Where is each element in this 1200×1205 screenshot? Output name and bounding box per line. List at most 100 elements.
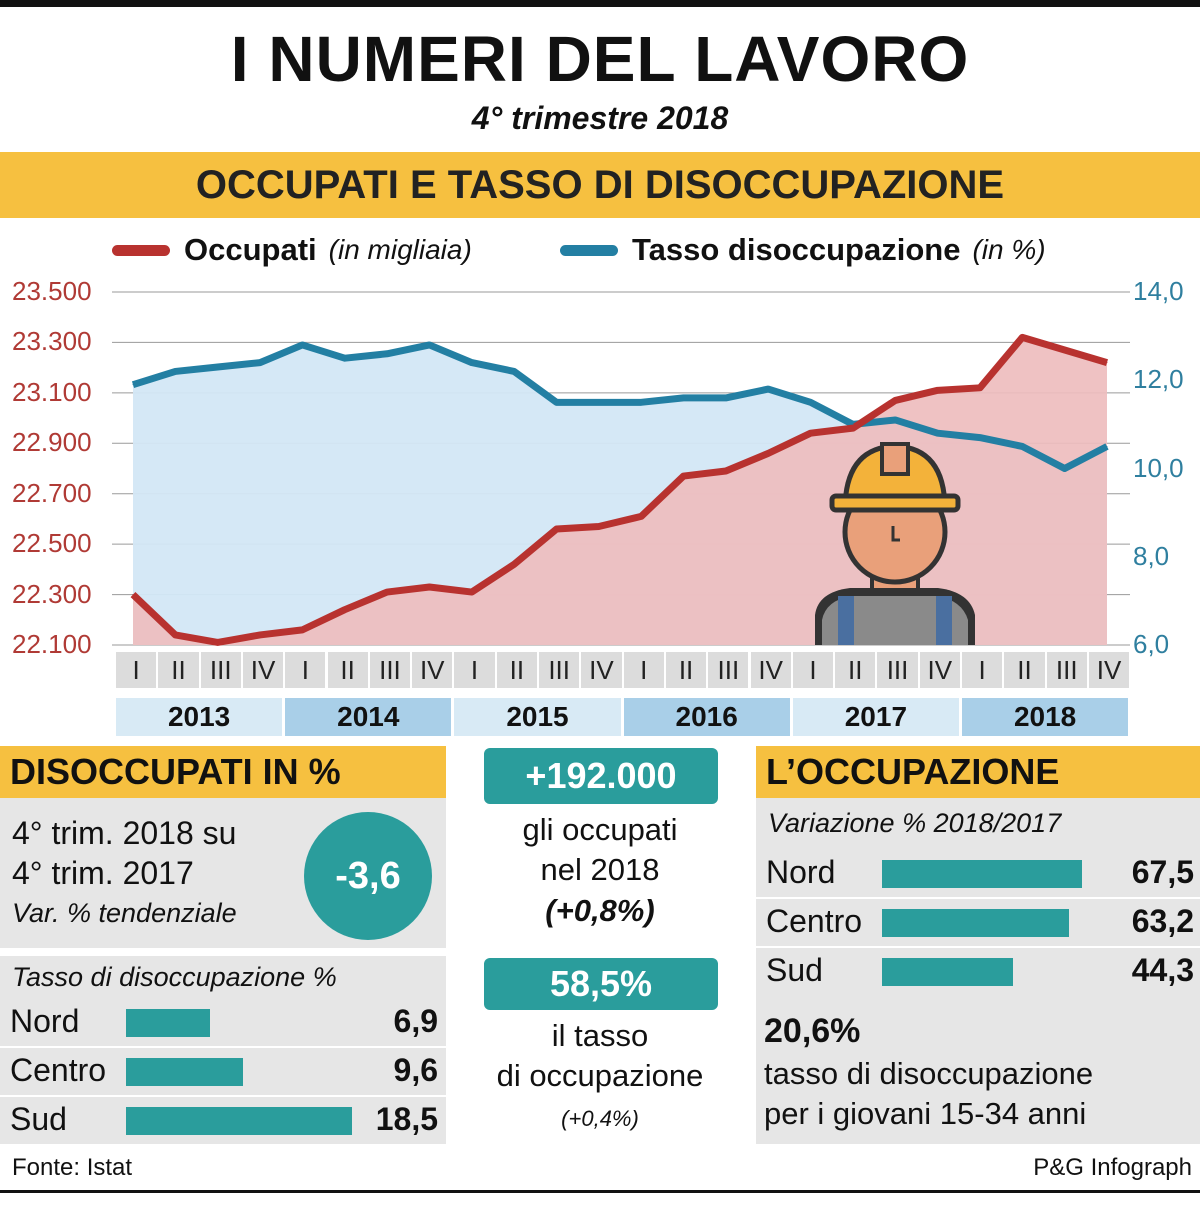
row-label: Nord: [766, 854, 836, 890]
occupati-point: [301, 629, 303, 631]
occupati-point: [174, 634, 176, 636]
row-value: 18,5: [375, 1101, 438, 1137]
top-rule: [0, 0, 1200, 7]
occupati-point: [725, 470, 727, 472]
row-bar: [126, 1058, 244, 1086]
x-tick-quarter: IV: [1088, 652, 1130, 688]
bottom-rule: [0, 1190, 1200, 1193]
row-value: 67,5: [1131, 854, 1194, 890]
row-label: Nord: [10, 1003, 80, 1039]
x-tick-quarter: III: [708, 652, 749, 688]
x-tick-quarter: III: [1046, 652, 1087, 688]
x-tick-quarter: I: [454, 652, 495, 688]
occupati-point: [344, 609, 346, 611]
row-separator: [0, 1095, 446, 1097]
x-tick-quarter: II: [158, 652, 199, 688]
occupati-point: [767, 452, 769, 454]
x-tick-quarter: III: [369, 652, 411, 688]
footer-source: Fonte: Istat: [12, 1154, 133, 1181]
x-tick-year: 2013: [116, 698, 283, 736]
row-bar: [882, 958, 1014, 986]
tasso-point: [555, 401, 557, 403]
tasso-point: [428, 344, 430, 346]
occupati-point: [217, 641, 219, 643]
footer-credit: P&G Infograph: [1033, 1154, 1192, 1181]
legend-swatch-occupati: [112, 244, 170, 256]
tasso-point: [640, 401, 642, 403]
occupati-point: [894, 399, 896, 401]
x-tick-quarter: IV: [412, 652, 453, 688]
occupazione-header: L’OCCUPAZIONE: [756, 746, 1200, 798]
x-tick-quarter: I: [623, 652, 664, 688]
legend-unit-occupati: (in migliaia): [328, 234, 472, 265]
x-tick-year: 2018: [962, 698, 1129, 736]
legend-label-occupati: Occupati: [184, 232, 317, 267]
tasso-point: [1064, 468, 1066, 469]
legend-tasso: Tasso disoccupazione (in %): [560, 230, 1046, 270]
occupati-point: [259, 634, 261, 636]
tasso-point: [1021, 445, 1023, 447]
disoccupati-header: DISOCCUPATI IN %: [0, 746, 446, 798]
right-axis-tick: 6,0: [1133, 629, 1170, 659]
occupati-point: [1106, 362, 1108, 364]
tasso-point: [132, 384, 134, 386]
occupati-point: [937, 389, 939, 391]
row-bar: [882, 860, 1082, 888]
occupazione-rate-box: 58,5%: [484, 958, 718, 1010]
occupati-point: [1064, 349, 1066, 351]
tasso-point: [1106, 445, 1108, 447]
page-title: I NUMERI DEL LAVORO: [230, 23, 970, 95]
occupati-point: [598, 525, 600, 527]
occupati-text-b: nel 2018: [540, 852, 660, 887]
occupati-point: [852, 427, 854, 429]
left-axis-tick: 23.100: [12, 376, 92, 407]
tasso-point: [979, 437, 981, 439]
occupati-point: [555, 528, 557, 530]
x-tick-year: 2015: [454, 698, 621, 736]
occupati-point: [683, 475, 685, 477]
legend-swatch-tasso: [560, 244, 618, 256]
occupati-point: [132, 594, 134, 596]
row-label: Sud: [10, 1101, 67, 1137]
giovani-text-2: per i giovani 15-34 anni: [764, 1096, 1087, 1131]
x-tick-quarter: II: [327, 652, 368, 688]
disoccupati-table-title: Tasso di disoccupazione %: [12, 962, 337, 992]
row-label: Sud: [766, 952, 823, 988]
occupati-text-c: (+0,8%): [545, 893, 655, 928]
row-value: 63,2: [1131, 903, 1194, 939]
x-tick-year: 2017: [792, 698, 959, 736]
occupazione-text-a: il tasso: [551, 1018, 649, 1053]
occupati-point: [1021, 336, 1023, 338]
tasso-point: [513, 370, 515, 372]
row-label: Centro: [766, 903, 863, 939]
disoccupati-line2: 4° trim. 2017: [12, 855, 194, 891]
tasso-point: [386, 353, 388, 355]
x-tick-quarter: I: [285, 652, 326, 688]
tasso-point: [217, 366, 219, 368]
occupazione-text-b: di occupazione: [496, 1058, 704, 1093]
x-tick-quarter: III: [200, 652, 241, 688]
occupati-point: [979, 387, 981, 389]
occupati-point: [810, 432, 812, 434]
right-axis-tick: 14,0: [1133, 276, 1184, 306]
page-subtitle: 4° trimestre 2018: [471, 100, 729, 136]
row-value: 44,3: [1131, 952, 1194, 988]
right-axis-tick: 10,0: [1133, 452, 1184, 483]
tasso-point: [259, 362, 261, 364]
occupati-point: [386, 591, 388, 593]
x-tick-quarter: II: [835, 652, 876, 688]
x-tick-quarter: II: [665, 652, 707, 688]
tasso-point: [852, 423, 854, 425]
row-bar: [126, 1009, 211, 1037]
tasso-line: [131, 341, 1109, 472]
x-tick-quarter: IV: [242, 652, 284, 688]
legend-label-tasso: Tasso disoccupazione: [632, 232, 961, 267]
x-tick-quarter: II: [496, 652, 537, 688]
occupati-point: [428, 586, 430, 588]
x-tick-year: 2014: [285, 698, 452, 736]
disoccupati-line3: Var. % tendenziale: [12, 898, 237, 928]
occupazione-text-c: (+0,4%): [561, 1106, 639, 1131]
x-tick-quarter: I: [792, 652, 834, 688]
row-separator: [0, 1046, 446, 1048]
giovani-text-1: tasso di disoccupazione: [764, 1056, 1094, 1091]
